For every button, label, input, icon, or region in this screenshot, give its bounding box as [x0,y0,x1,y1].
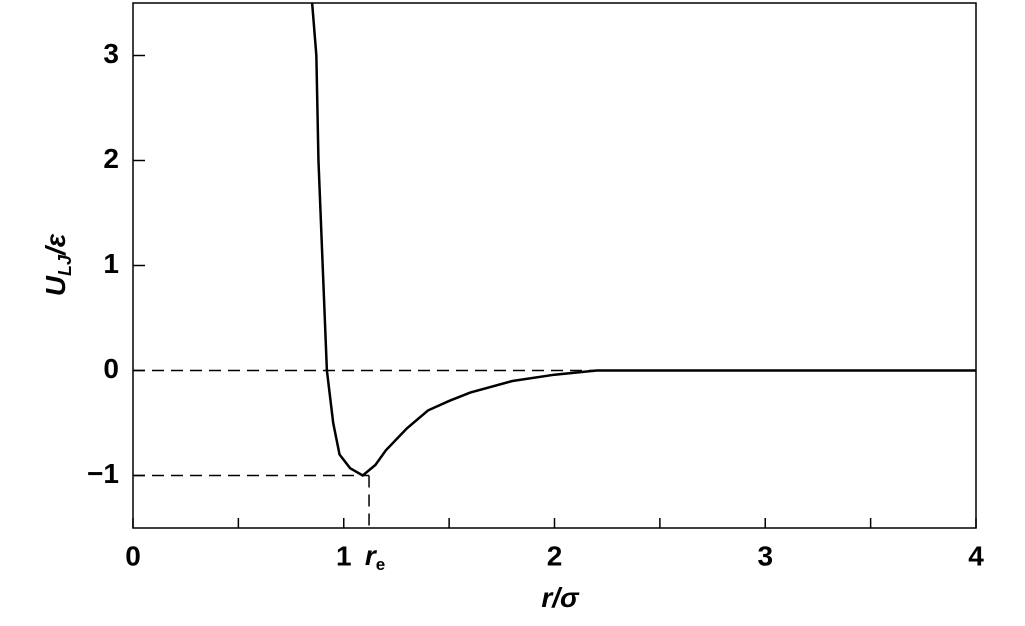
y-tick-label: 2 [103,143,119,174]
y-axis-label-sub: LJ [55,254,75,276]
x-tick-label: 4 [968,540,984,571]
y-tick-label: 3 [103,38,119,69]
y-tick-label: 1 [103,248,119,279]
x-tick-label: 3 [757,540,773,571]
x-tick-label: 1 [336,540,352,571]
y-tick-label: 0 [103,353,119,384]
y-axis-label: ULJ/ε [40,233,74,296]
y-tick-label: −1 [87,458,119,489]
x-axis-label-rest: /σ [550,582,580,613]
re-label-main: r [365,540,378,571]
x-tick-label: 2 [547,540,563,571]
curve [310,2,976,478]
plot-frame [132,2,977,529]
x-tick-label: 0 [125,540,141,571]
re-label: re [365,540,385,574]
y-axis-label-main: U [40,275,71,296]
x-axis-label-main: r [541,582,554,613]
x-axis-label: r/σ [541,582,580,613]
re-label-sub: e [376,555,385,574]
y-axis-label-rest: /ε [40,233,71,257]
